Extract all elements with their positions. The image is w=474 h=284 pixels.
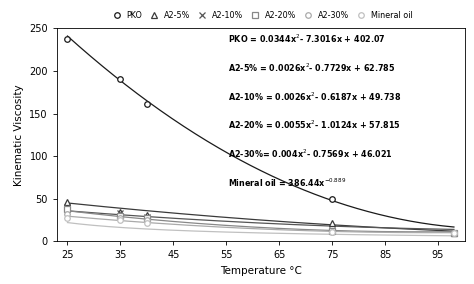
Y-axis label: Kinematic Viscosity: Kinematic Viscosity xyxy=(14,84,24,186)
Text: A2-5% = 0.0026x$^2$- 0.7729x + 62.785: A2-5% = 0.0026x$^2$- 0.7729x + 62.785 xyxy=(228,61,395,74)
Text: A2-10% = 0.0026x$^2$- 0.6187x + 49.738: A2-10% = 0.0026x$^2$- 0.6187x + 49.738 xyxy=(228,90,401,103)
Text: Mineral oil = 386.44x$^{-0.889}$: Mineral oil = 386.44x$^{-0.889}$ xyxy=(228,176,346,189)
Text: PKO = 0.0344x$^2$- 7.3016x + 402.07: PKO = 0.0344x$^2$- 7.3016x + 402.07 xyxy=(228,33,386,45)
Text: A2-30%= 0.004x$^2$- 0.7569x + 46.021: A2-30%= 0.004x$^2$- 0.7569x + 46.021 xyxy=(228,148,393,160)
Legend: PKO, A2-5%, A2-10%, A2-20%, A2-30%, Mineral oil: PKO, A2-5%, A2-10%, A2-20%, A2-30%, Mine… xyxy=(109,11,413,20)
Text: A2-20% = 0.0055x$^2$- 1.0124x + 57.815: A2-20% = 0.0055x$^2$- 1.0124x + 57.815 xyxy=(228,119,401,131)
X-axis label: Temperature °C: Temperature °C xyxy=(220,266,301,276)
